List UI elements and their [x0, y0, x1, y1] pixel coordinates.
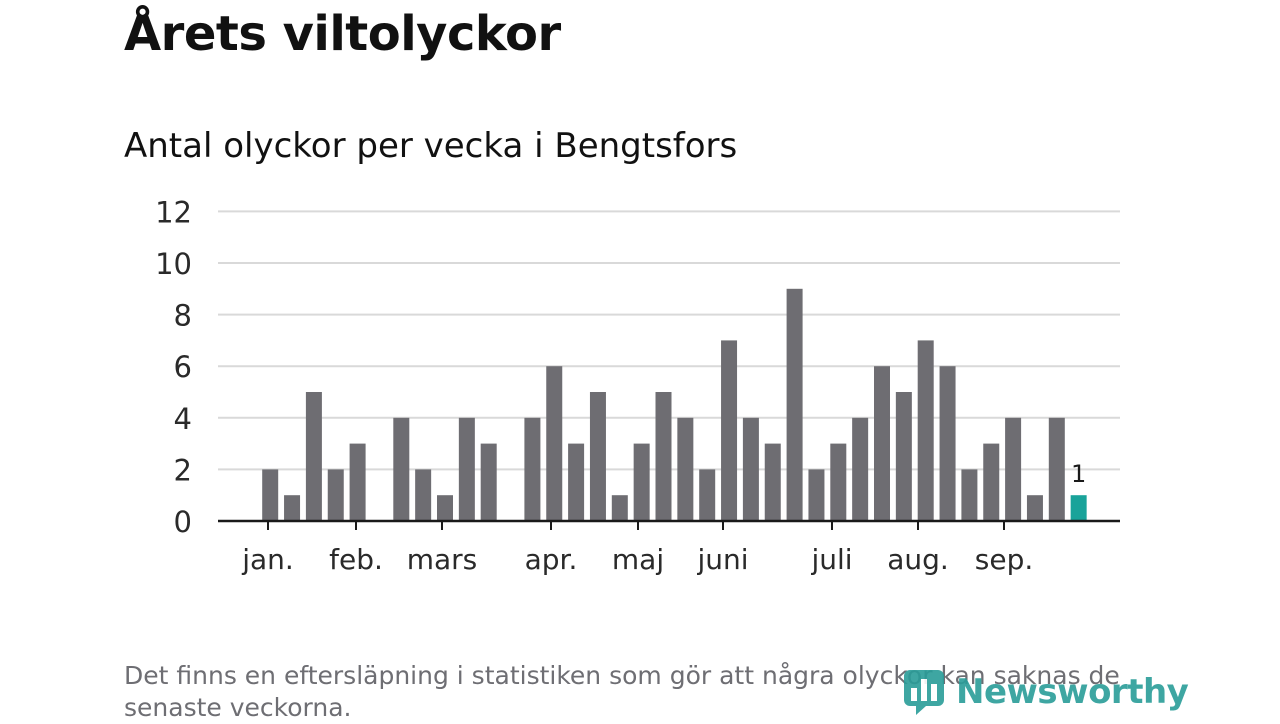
x-tick-label: juni — [696, 543, 748, 576]
bar — [721, 340, 738, 521]
bar — [262, 469, 279, 521]
bar — [742, 417, 759, 521]
x-tick-label: jan. — [241, 543, 294, 576]
bar — [349, 443, 366, 521]
bar — [808, 469, 825, 521]
x-tick-label: apr. — [525, 543, 578, 576]
x-tick-label: maj — [612, 543, 664, 576]
chart-title: Årets viltolyckor — [124, 6, 561, 62]
y-tick-label: 0 — [174, 505, 192, 539]
bar — [1005, 417, 1022, 521]
bar — [895, 392, 912, 521]
bar — [458, 417, 475, 521]
bar — [917, 340, 934, 521]
bar — [830, 443, 847, 521]
bar — [611, 495, 628, 521]
bar — [415, 469, 432, 521]
bar — [699, 469, 716, 521]
bar — [524, 417, 541, 521]
footnote: Det finns en eftersläpning i statistiken… — [124, 661, 1120, 722]
bar — [852, 417, 869, 521]
bar — [677, 417, 694, 521]
bar-chart-logo-icon — [904, 670, 944, 715]
newsworthy-logo: Newsworthy — [902, 668, 1189, 716]
bar — [305, 392, 322, 521]
bar-chart: 0 2 4 6 8 10 12 1 jan. feb. mars apr. maj juni juli aug… — [155, 195, 1120, 576]
bar — [568, 443, 585, 521]
x-tick-label: sep. — [975, 543, 1034, 576]
bar — [1048, 417, 1065, 521]
y-tick-label: 8 — [174, 299, 192, 333]
bar — [786, 288, 803, 521]
y-tick-label: 2 — [174, 453, 192, 487]
logo-text: Newsworthy — [956, 672, 1189, 712]
x-tick-label: aug. — [887, 543, 949, 576]
data-label: 1 — [1071, 460, 1086, 488]
x-tick-label: juli — [810, 543, 852, 576]
y-tick-label: 10 — [155, 247, 192, 281]
x-tick-label: mars — [407, 543, 478, 576]
bar — [480, 443, 497, 521]
bar — [655, 392, 672, 521]
bar — [874, 366, 890, 521]
x-tick-label: feb. — [329, 543, 383, 576]
bar — [939, 366, 956, 521]
y-tick-label: 6 — [174, 350, 192, 384]
bar-highlight — [1070, 495, 1087, 521]
chart-subtitle: Antal olyckor per vecka i Bengtsfors — [124, 126, 738, 166]
bar — [983, 443, 1000, 521]
bar — [764, 443, 781, 521]
bar — [546, 366, 563, 521]
y-tick-label: 12 — [155, 195, 192, 229]
bar — [437, 495, 453, 521]
bar — [284, 495, 301, 521]
y-tick-label: 4 — [174, 402, 192, 436]
bar — [327, 469, 344, 521]
bar — [589, 392, 606, 521]
bar — [633, 443, 650, 521]
bar — [961, 469, 978, 521]
bar — [1026, 495, 1043, 521]
bar — [393, 417, 410, 521]
